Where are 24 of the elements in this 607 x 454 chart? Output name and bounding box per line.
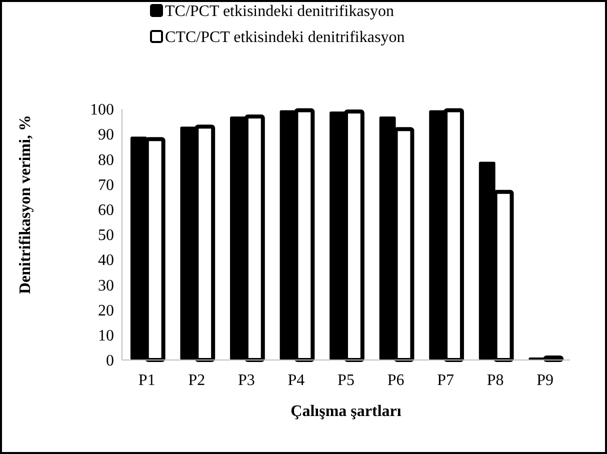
x-tick-label: P8 bbox=[486, 372, 504, 389]
y-tick-label: 80 bbox=[98, 152, 114, 169]
legend-label: TC/PCT etkisindeki denitrifikasyon bbox=[165, 3, 394, 20]
y-tick-label: 30 bbox=[98, 277, 114, 294]
y-tick-label: 0 bbox=[106, 352, 114, 370]
y-tick-label: 90 bbox=[98, 126, 114, 144]
x-axis-title: Çalışma şartları bbox=[290, 403, 402, 420]
x-tick-label: P1 bbox=[138, 372, 156, 389]
x-tick-label: P7 bbox=[437, 372, 454, 389]
x-tick-label: P6 bbox=[387, 372, 404, 389]
legend-label: CTC/PCT etkisindeki denitrifikasyon bbox=[165, 29, 405, 46]
x-tick-label: P3 bbox=[238, 372, 255, 389]
y-tick-label: 50 bbox=[98, 227, 114, 244]
x-tick-label: P4 bbox=[288, 372, 305, 389]
y-tick-label: 60 bbox=[98, 202, 114, 219]
y-tick-label: 40 bbox=[98, 252, 114, 270]
y-axis-title: Denitrifikasyon verimi, % bbox=[17, 114, 34, 294]
y-tick-label: 70 bbox=[98, 176, 114, 194]
x-tick-label: P5 bbox=[338, 372, 354, 389]
y-tick-label: 100 bbox=[90, 102, 114, 119]
y-tick-label: 10 bbox=[98, 328, 114, 344]
y-tick-label: 20 bbox=[98, 302, 114, 320]
x-tick-label: P2 bbox=[188, 372, 206, 389]
x-tick-label: P9 bbox=[536, 372, 554, 389]
